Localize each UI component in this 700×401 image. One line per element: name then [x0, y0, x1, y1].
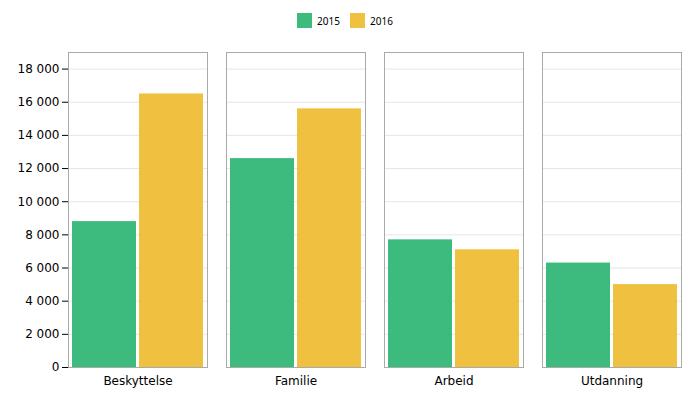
svg-text:18 000: 18 000 — [18, 62, 60, 76]
svg-text:Utdanning: Utdanning — [581, 374, 643, 388]
svg-text:Arbeid: Arbeid — [434, 374, 473, 388]
svg-text:4 000: 4 000 — [25, 294, 59, 308]
svg-text:10 000: 10 000 — [18, 195, 60, 209]
html-text:2015: 2015 — [317, 13, 340, 28]
svg-text:Familie: Familie — [275, 374, 317, 388]
svg-text:2 000: 2 000 — [25, 327, 59, 341]
svg-text:0: 0 — [52, 360, 60, 374]
svg-text:8 000: 8 000 — [25, 228, 59, 242]
svg-text:6 000: 6 000 — [25, 261, 59, 275]
svg-text:14 000: 14 000 — [18, 128, 60, 142]
svg-text:16 000: 16 000 — [18, 95, 60, 109]
html-text:2016: 2016 — [370, 13, 393, 28]
svg-text:12 000: 12 000 — [18, 161, 60, 175]
svg-text:Beskyttelse: Beskyttelse — [103, 374, 172, 388]
